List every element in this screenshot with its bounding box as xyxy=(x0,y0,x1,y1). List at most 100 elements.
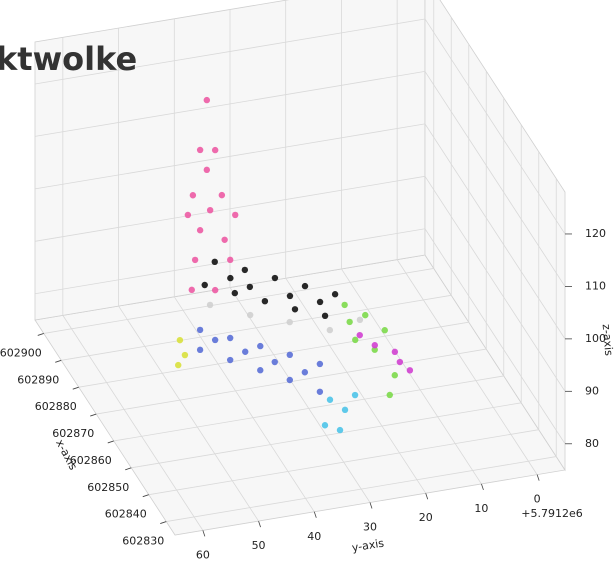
point xyxy=(362,312,368,318)
y-tick-label: 10 xyxy=(474,502,488,515)
point xyxy=(242,267,248,273)
point xyxy=(287,293,293,299)
y-offset-label: +5.7912e6 xyxy=(521,507,582,520)
point xyxy=(227,335,233,341)
point xyxy=(175,362,181,368)
z-tick-label: 120 xyxy=(585,227,606,240)
point xyxy=(232,290,238,296)
point xyxy=(322,313,328,319)
x-tick-label: 602850 xyxy=(87,481,129,494)
point xyxy=(247,284,253,290)
point xyxy=(397,359,403,365)
point xyxy=(302,283,308,289)
point xyxy=(221,237,227,243)
point xyxy=(212,337,218,343)
point xyxy=(372,342,378,348)
point xyxy=(382,327,388,333)
y-tick-label: 0 xyxy=(534,493,541,506)
point xyxy=(337,427,343,433)
point xyxy=(212,259,218,265)
point xyxy=(227,357,233,363)
point xyxy=(242,349,248,355)
point xyxy=(357,332,363,338)
point xyxy=(272,275,278,281)
point xyxy=(287,319,293,325)
point xyxy=(292,306,298,312)
point xyxy=(357,317,363,323)
x-tick xyxy=(125,468,131,470)
point xyxy=(227,257,233,263)
chart: 6028306028406028506028606028706028806028… xyxy=(0,0,615,561)
point xyxy=(262,298,268,304)
point xyxy=(197,227,203,233)
y-tick xyxy=(426,493,428,499)
z-axis-label: z-axis xyxy=(600,324,615,357)
point xyxy=(189,287,195,293)
y-tick xyxy=(481,484,483,490)
point xyxy=(202,282,208,288)
point xyxy=(212,287,218,293)
point xyxy=(352,392,358,398)
point xyxy=(342,407,348,413)
x-tick xyxy=(90,414,96,416)
point xyxy=(317,389,323,395)
point xyxy=(287,352,293,358)
point xyxy=(302,369,308,375)
y-tick xyxy=(203,530,205,536)
point xyxy=(327,327,333,333)
panes xyxy=(35,0,565,535)
y-axis-label: y-axis xyxy=(351,537,385,555)
chart-title: ktwolke xyxy=(0,40,137,78)
x-tick xyxy=(38,333,44,335)
x-tick xyxy=(73,387,79,389)
point xyxy=(227,275,233,281)
z-tick-label: 110 xyxy=(585,279,606,292)
x-tick-label: 602880 xyxy=(35,400,77,413)
point xyxy=(197,147,203,153)
point xyxy=(317,361,323,367)
y-tick-label: 60 xyxy=(196,548,210,561)
point xyxy=(204,167,210,173)
y-tick-label: 50 xyxy=(252,539,266,552)
point xyxy=(190,192,196,198)
point xyxy=(392,372,398,378)
x-tick xyxy=(143,495,149,497)
point xyxy=(341,302,347,308)
x-tick-label: 602830 xyxy=(122,535,164,548)
point xyxy=(212,147,218,153)
y-tick-label: 40 xyxy=(307,530,321,543)
point xyxy=(207,207,213,213)
point xyxy=(272,359,278,365)
x-tick-label: 602900 xyxy=(0,346,42,359)
point xyxy=(257,343,263,349)
point xyxy=(197,327,203,333)
y-tick-label: 20 xyxy=(419,511,433,524)
x-tick-label: 602840 xyxy=(105,508,147,521)
point xyxy=(346,319,352,325)
point xyxy=(192,257,198,263)
x-tick xyxy=(160,522,166,524)
y-tick xyxy=(370,503,372,509)
point xyxy=(392,349,398,355)
z-tick-label: 90 xyxy=(585,384,599,397)
point xyxy=(207,302,213,308)
point xyxy=(204,97,210,103)
point xyxy=(317,299,323,305)
point xyxy=(332,291,338,297)
x-tick xyxy=(108,441,114,443)
x-tick-label: 602890 xyxy=(17,373,59,386)
point xyxy=(407,367,413,373)
point xyxy=(185,212,191,218)
point xyxy=(287,377,293,383)
point xyxy=(257,367,263,373)
point xyxy=(327,397,333,403)
y-tick xyxy=(537,475,539,481)
point xyxy=(219,192,225,198)
point xyxy=(177,337,183,343)
point xyxy=(197,347,203,353)
y-tick xyxy=(314,512,316,518)
x-tick-label: 602870 xyxy=(52,427,94,440)
point xyxy=(352,337,358,343)
x-tick xyxy=(55,360,61,362)
y-tick-label: 30 xyxy=(363,521,377,534)
